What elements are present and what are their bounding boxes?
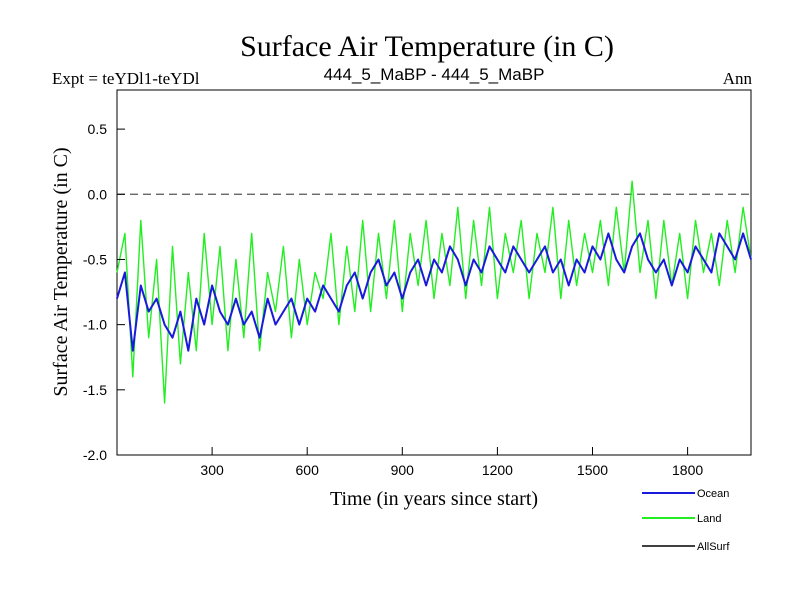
- y-axis-ticks: -2.0 -1.5 -1.0 -0.5 0.0 0.5: [83, 121, 125, 463]
- expt-caption: Expt = teYDl1-teYDl: [52, 69, 200, 88]
- x-tick-label: 900: [391, 462, 415, 478]
- chart-title: Surface Air Temperature (in C): [240, 30, 614, 63]
- x-tick-label: 1200: [482, 462, 513, 478]
- x-tick-label: 1800: [672, 462, 703, 478]
- y-tick-label: -0.5: [83, 251, 107, 267]
- y-tick-label: -1.5: [83, 382, 107, 398]
- y-tick-label: 0.5: [88, 121, 108, 137]
- legend-label-land: Land: [697, 513, 721, 525]
- x-tick-label: 600: [296, 462, 320, 478]
- x-tick-label: 1500: [577, 462, 608, 478]
- legend-label-ocean: Ocean: [697, 488, 729, 500]
- x-axis-ticks: 300 600 900 1200 1500 1800: [200, 447, 703, 478]
- y-tick-label: -1.0: [83, 317, 107, 333]
- series-layer: [116, 180, 752, 404]
- y-axis-label: Surface Air Temperature (in C): [50, 147, 72, 396]
- series-line-ocean: [116, 232, 752, 352]
- legend: Ocean Land AllSurf: [642, 488, 730, 553]
- series-line-land: [116, 180, 752, 404]
- y-tick-label: 0.0: [88, 186, 108, 202]
- x-tick-label: 300: [200, 462, 224, 478]
- season-caption: Ann: [723, 69, 753, 88]
- period-caption: 444_5_MaBP - 444_5_MaBP: [324, 65, 545, 84]
- legend-label-allsurf: AllSurf: [697, 541, 730, 553]
- y-tick-label: -2.0: [83, 447, 107, 463]
- x-axis-label: Time (in years since start): [330, 488, 538, 510]
